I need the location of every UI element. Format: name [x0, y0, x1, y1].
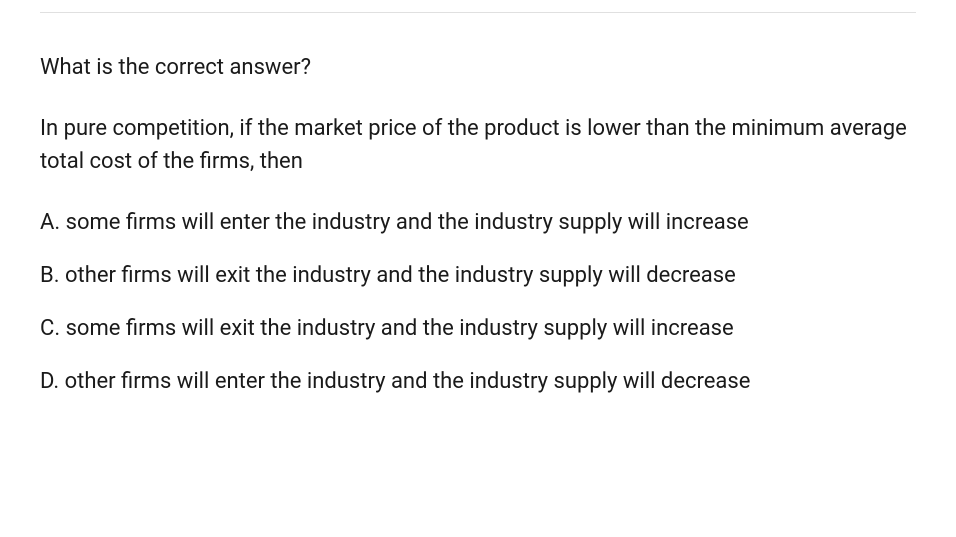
question-stem: In pure competition, if the market price… [40, 112, 916, 178]
option-a[interactable]: A. some firms will enter the industry an… [40, 210, 916, 235]
question-container: What is the correct answer? In pure comp… [0, 12, 956, 394]
option-b[interactable]: B. other firms will exit the industry an… [40, 263, 916, 288]
prompt-text: What is the correct answer? [40, 55, 916, 80]
option-c[interactable]: C. some firms will exit the industry and… [40, 316, 916, 341]
question-content: What is the correct answer? In pure comp… [40, 13, 916, 394]
option-d[interactable]: D. other firms will enter the industry a… [40, 369, 916, 394]
